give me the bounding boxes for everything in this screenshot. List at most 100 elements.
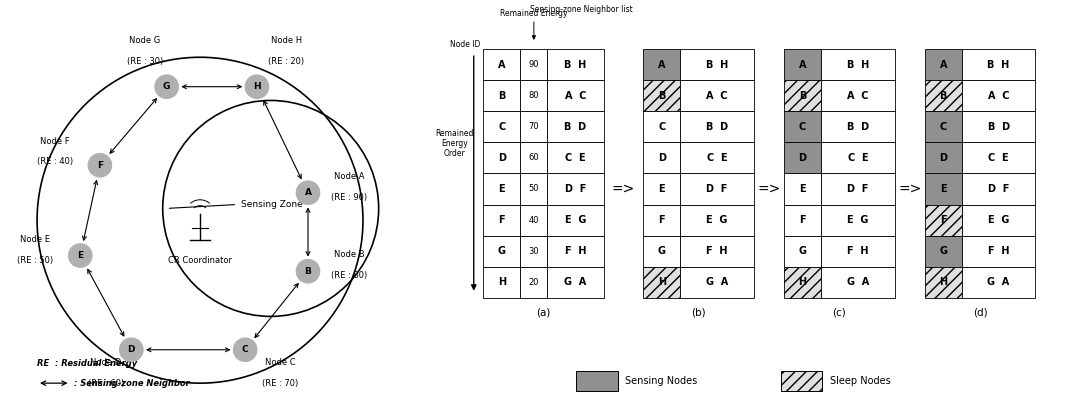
- Bar: [680, 80, 754, 111]
- Text: B  H: B H: [988, 60, 1009, 70]
- Bar: [547, 173, 603, 204]
- Text: B  D: B D: [988, 122, 1009, 132]
- Text: G: G: [799, 246, 806, 256]
- Bar: [484, 80, 520, 111]
- Text: Node A: Node A: [334, 172, 364, 181]
- Bar: [520, 236, 547, 267]
- Bar: [962, 80, 1035, 111]
- Bar: [821, 111, 894, 142]
- Text: F  H: F H: [847, 246, 869, 256]
- Bar: [680, 49, 754, 80]
- Text: =>: =>: [612, 182, 635, 196]
- Text: F: F: [97, 161, 103, 170]
- Text: (RE : 30): (RE : 30): [127, 57, 163, 66]
- Circle shape: [119, 338, 143, 362]
- Text: H: H: [658, 277, 665, 287]
- Bar: [784, 267, 821, 298]
- Text: Sleep Nodes: Sleep Nodes: [830, 376, 891, 386]
- Text: (b): (b): [691, 308, 706, 318]
- Text: D: D: [658, 153, 665, 163]
- Bar: [484, 173, 520, 204]
- Bar: [547, 111, 603, 142]
- Text: G: G: [940, 246, 947, 256]
- Circle shape: [245, 75, 269, 99]
- Circle shape: [297, 259, 319, 283]
- Circle shape: [297, 181, 319, 204]
- Bar: [784, 80, 821, 111]
- Bar: [680, 111, 754, 142]
- Text: Node ID: Node ID: [449, 40, 481, 49]
- Bar: [924, 204, 962, 236]
- Text: C: C: [940, 122, 947, 132]
- Bar: [547, 267, 603, 298]
- Bar: [821, 80, 894, 111]
- Text: Sensing Nodes: Sensing Nodes: [626, 376, 698, 386]
- Text: G: G: [498, 246, 506, 256]
- Text: F  H: F H: [706, 246, 728, 256]
- Text: B: B: [940, 91, 947, 101]
- Bar: [924, 267, 962, 298]
- Text: G  A: G A: [706, 277, 728, 287]
- Text: 20: 20: [529, 278, 540, 287]
- Bar: [784, 173, 821, 204]
- Circle shape: [69, 244, 92, 267]
- Text: E  G: E G: [847, 215, 869, 225]
- Bar: [484, 49, 520, 80]
- Text: D: D: [940, 153, 947, 163]
- Text: Node C: Node C: [266, 358, 296, 367]
- Text: (RE : 50): (RE : 50): [17, 256, 53, 265]
- Text: D: D: [799, 153, 806, 163]
- Bar: [821, 267, 894, 298]
- Bar: [821, 173, 894, 204]
- Bar: [821, 49, 894, 80]
- Text: (RE : 60): (RE : 60): [88, 379, 124, 388]
- Text: A  C: A C: [988, 91, 1009, 101]
- Text: H: H: [498, 277, 506, 287]
- Text: E: E: [940, 184, 947, 194]
- Text: B  D: B D: [847, 122, 869, 132]
- Bar: [484, 111, 520, 142]
- Text: A: A: [799, 60, 806, 70]
- Text: A  C: A C: [847, 91, 869, 101]
- Bar: [962, 236, 1035, 267]
- Text: C: C: [499, 122, 505, 132]
- Text: C: C: [242, 345, 248, 354]
- Bar: [547, 80, 603, 111]
- Bar: [680, 267, 754, 298]
- Text: D  F: D F: [847, 184, 869, 194]
- Text: Sensing Zone: Sensing Zone: [241, 200, 303, 209]
- Bar: [643, 80, 680, 111]
- Text: G: G: [163, 82, 170, 91]
- Text: 90: 90: [529, 60, 540, 69]
- Text: 60: 60: [529, 153, 540, 162]
- Text: A  C: A C: [564, 91, 586, 101]
- Text: H: H: [940, 277, 947, 287]
- Text: Remained Energy: Remained Energy: [500, 9, 568, 18]
- Text: A: A: [498, 60, 505, 70]
- Text: E: E: [799, 184, 806, 194]
- Text: A: A: [304, 188, 312, 197]
- Bar: [520, 142, 547, 173]
- Text: : Sensing-zone Neighbor: : Sensing-zone Neighbor: [74, 379, 190, 388]
- Text: F: F: [940, 215, 947, 225]
- Bar: [520, 111, 547, 142]
- Bar: [680, 204, 754, 236]
- Text: =>: =>: [898, 182, 921, 196]
- Text: 70: 70: [529, 122, 540, 131]
- Circle shape: [233, 338, 257, 362]
- Bar: [547, 204, 603, 236]
- Bar: [680, 142, 754, 173]
- Text: 80: 80: [529, 91, 540, 100]
- Bar: [484, 142, 520, 173]
- Bar: [643, 236, 680, 267]
- Text: E  G: E G: [564, 215, 586, 225]
- Bar: [576, 371, 618, 391]
- Bar: [680, 236, 754, 267]
- Text: B: B: [304, 267, 312, 276]
- Bar: [924, 142, 962, 173]
- Bar: [484, 267, 520, 298]
- Text: C: C: [658, 122, 665, 132]
- Bar: [547, 49, 603, 80]
- Text: (RE : 90): (RE : 90): [331, 193, 368, 202]
- Bar: [780, 371, 822, 391]
